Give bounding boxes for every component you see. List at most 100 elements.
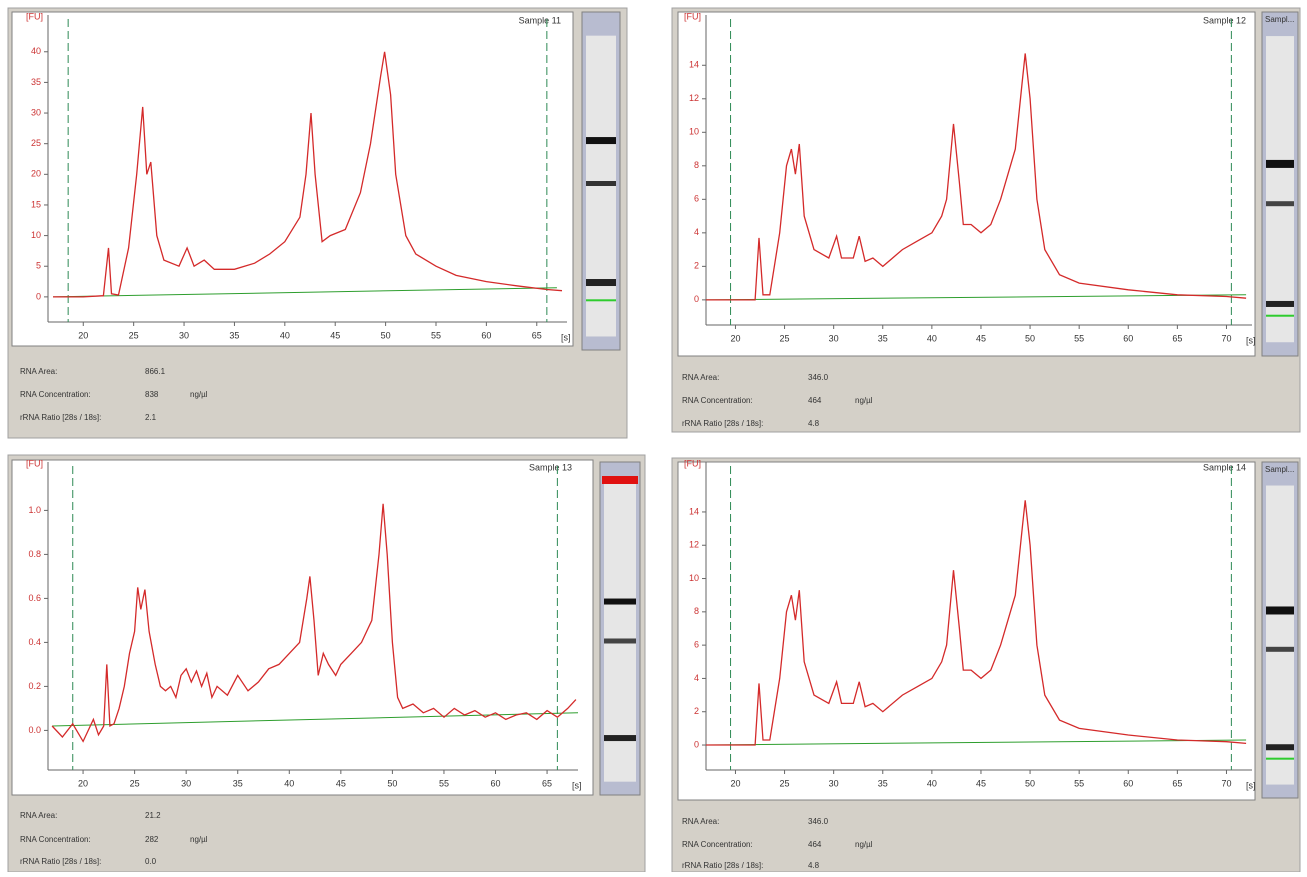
x-tick-label: 50	[1025, 778, 1035, 788]
info-label: RNA Area:	[20, 367, 57, 376]
gel-band	[586, 137, 616, 144]
info-value: 866.1	[145, 367, 166, 376]
info-value: 21.2	[145, 811, 161, 820]
y-tick-label: 10	[31, 230, 41, 240]
x-tick-label: 30	[181, 778, 191, 788]
y-tick-label: 35	[31, 77, 41, 87]
gel-band	[604, 638, 636, 643]
x-tick-label: 25	[130, 778, 140, 788]
y-tick-label: 30	[31, 107, 41, 117]
x-tick-label: 55	[431, 330, 441, 340]
y-tick-label: 12	[689, 93, 699, 103]
y-tick-label: 10	[689, 127, 699, 137]
y-tick-label: 14	[689, 60, 699, 70]
y-tick-label: 4	[694, 673, 699, 683]
y-tick-label: 6	[694, 194, 699, 204]
x-tick-label: 20	[78, 330, 88, 340]
y-tick-label: 0	[694, 294, 699, 304]
x-tick-label: 55	[439, 778, 449, 788]
x-tick-label: 40	[280, 330, 290, 340]
chart-title: Sample 12	[1203, 15, 1246, 25]
gel-band	[1266, 606, 1294, 614]
y-tick-label: 25	[31, 138, 41, 148]
gel-band	[604, 735, 636, 741]
info-value: 0.0	[145, 857, 157, 866]
x-tick-label: 65	[542, 778, 552, 788]
lane-label: Sampl...	[1265, 465, 1294, 474]
y-tick-label: 1.0	[28, 505, 41, 515]
x-axis-label: [s]	[1246, 780, 1256, 790]
info-value: 346.0	[808, 817, 829, 826]
info-value: 2.1	[145, 413, 157, 422]
info-value: 4.8	[808, 861, 820, 870]
y-tick-label: 8	[694, 160, 699, 170]
y-axis-label: [FU]	[684, 11, 701, 21]
y-tick-label: 8	[694, 606, 699, 616]
x-tick-label: 55	[1074, 778, 1084, 788]
info-unit: ng/µl	[855, 396, 873, 405]
x-tick-label: 50	[381, 330, 391, 340]
x-tick-label: 65	[1172, 778, 1182, 788]
gel-marker	[1266, 315, 1294, 317]
info-value: 4.8	[808, 419, 820, 428]
gel-body	[1266, 486, 1294, 785]
gel-flag	[602, 476, 638, 484]
x-tick-label: 40	[927, 333, 937, 343]
gel-marker	[1266, 758, 1294, 760]
x-tick-label: 60	[491, 778, 501, 788]
info-label: RNA Concentration:	[682, 396, 753, 405]
x-tick-label: 25	[780, 333, 790, 343]
info-label: RNA Concentration:	[20, 835, 91, 844]
x-tick-label: 45	[976, 333, 986, 343]
info-label: RNA Area:	[682, 373, 719, 382]
chart-title: Sample 13	[529, 462, 572, 472]
x-tick-label: 50	[1025, 333, 1035, 343]
info-label: rRNA Ratio [28s / 18s]:	[682, 419, 763, 428]
y-tick-label: 2	[694, 706, 699, 716]
gel-lane	[582, 12, 620, 350]
info-label: RNA Concentration:	[20, 390, 91, 399]
info-unit: ng/µl	[855, 840, 873, 849]
x-tick-label: 65	[1172, 333, 1182, 343]
y-tick-label: 0.6	[28, 593, 41, 603]
x-tick-label: 35	[233, 778, 243, 788]
x-tick-label: 40	[927, 778, 937, 788]
gel-band	[1266, 647, 1294, 652]
y-tick-label: 14	[689, 506, 699, 516]
y-tick-label: 0.2	[28, 681, 41, 691]
screenshot: [FU][s]Sample 11051015202530354020253035…	[0, 0, 1307, 872]
x-tick-label: 60	[481, 330, 491, 340]
x-tick-label: 35	[878, 333, 888, 343]
x-tick-label: 60	[1123, 333, 1133, 343]
x-tick-label: 35	[878, 778, 888, 788]
y-tick-label: 5	[36, 261, 41, 271]
gel-lane: Sampl...	[1262, 12, 1298, 356]
y-tick-label: 6	[694, 640, 699, 650]
info-value: 838	[145, 390, 159, 399]
x-tick-label: 30	[829, 778, 839, 788]
gel-band	[604, 599, 636, 605]
gel-lane	[600, 462, 640, 795]
x-tick-label: 50	[387, 778, 397, 788]
info-label: RNA Area:	[682, 817, 719, 826]
y-tick-label: 15	[31, 199, 41, 209]
x-tick-label: 20	[730, 333, 740, 343]
info-label: rRNA Ratio [28s / 18s]:	[20, 857, 101, 866]
info-label: RNA Area:	[20, 811, 57, 820]
x-tick-label: 25	[780, 778, 790, 788]
chart-title: Sample 11	[519, 15, 561, 25]
x-axis-label: [s]	[561, 332, 571, 342]
x-tick-label: 60	[1123, 778, 1133, 788]
x-tick-label: 65	[532, 330, 542, 340]
y-tick-label: 0	[694, 739, 699, 749]
page: {"chart_data":[ {"type":"line","title":"…	[0, 0, 1307, 877]
y-tick-label: 10	[689, 573, 699, 583]
y-tick-label: 40	[31, 46, 41, 56]
info-value: 346.0	[808, 373, 829, 382]
gel-body	[586, 36, 616, 337]
y-tick-label: 2	[694, 261, 699, 271]
info-label: rRNA Ratio [28s / 18s]:	[682, 861, 763, 870]
y-tick-label: 12	[689, 540, 699, 550]
plot-frame	[678, 462, 1255, 800]
x-axis-label: [s]	[572, 780, 582, 790]
